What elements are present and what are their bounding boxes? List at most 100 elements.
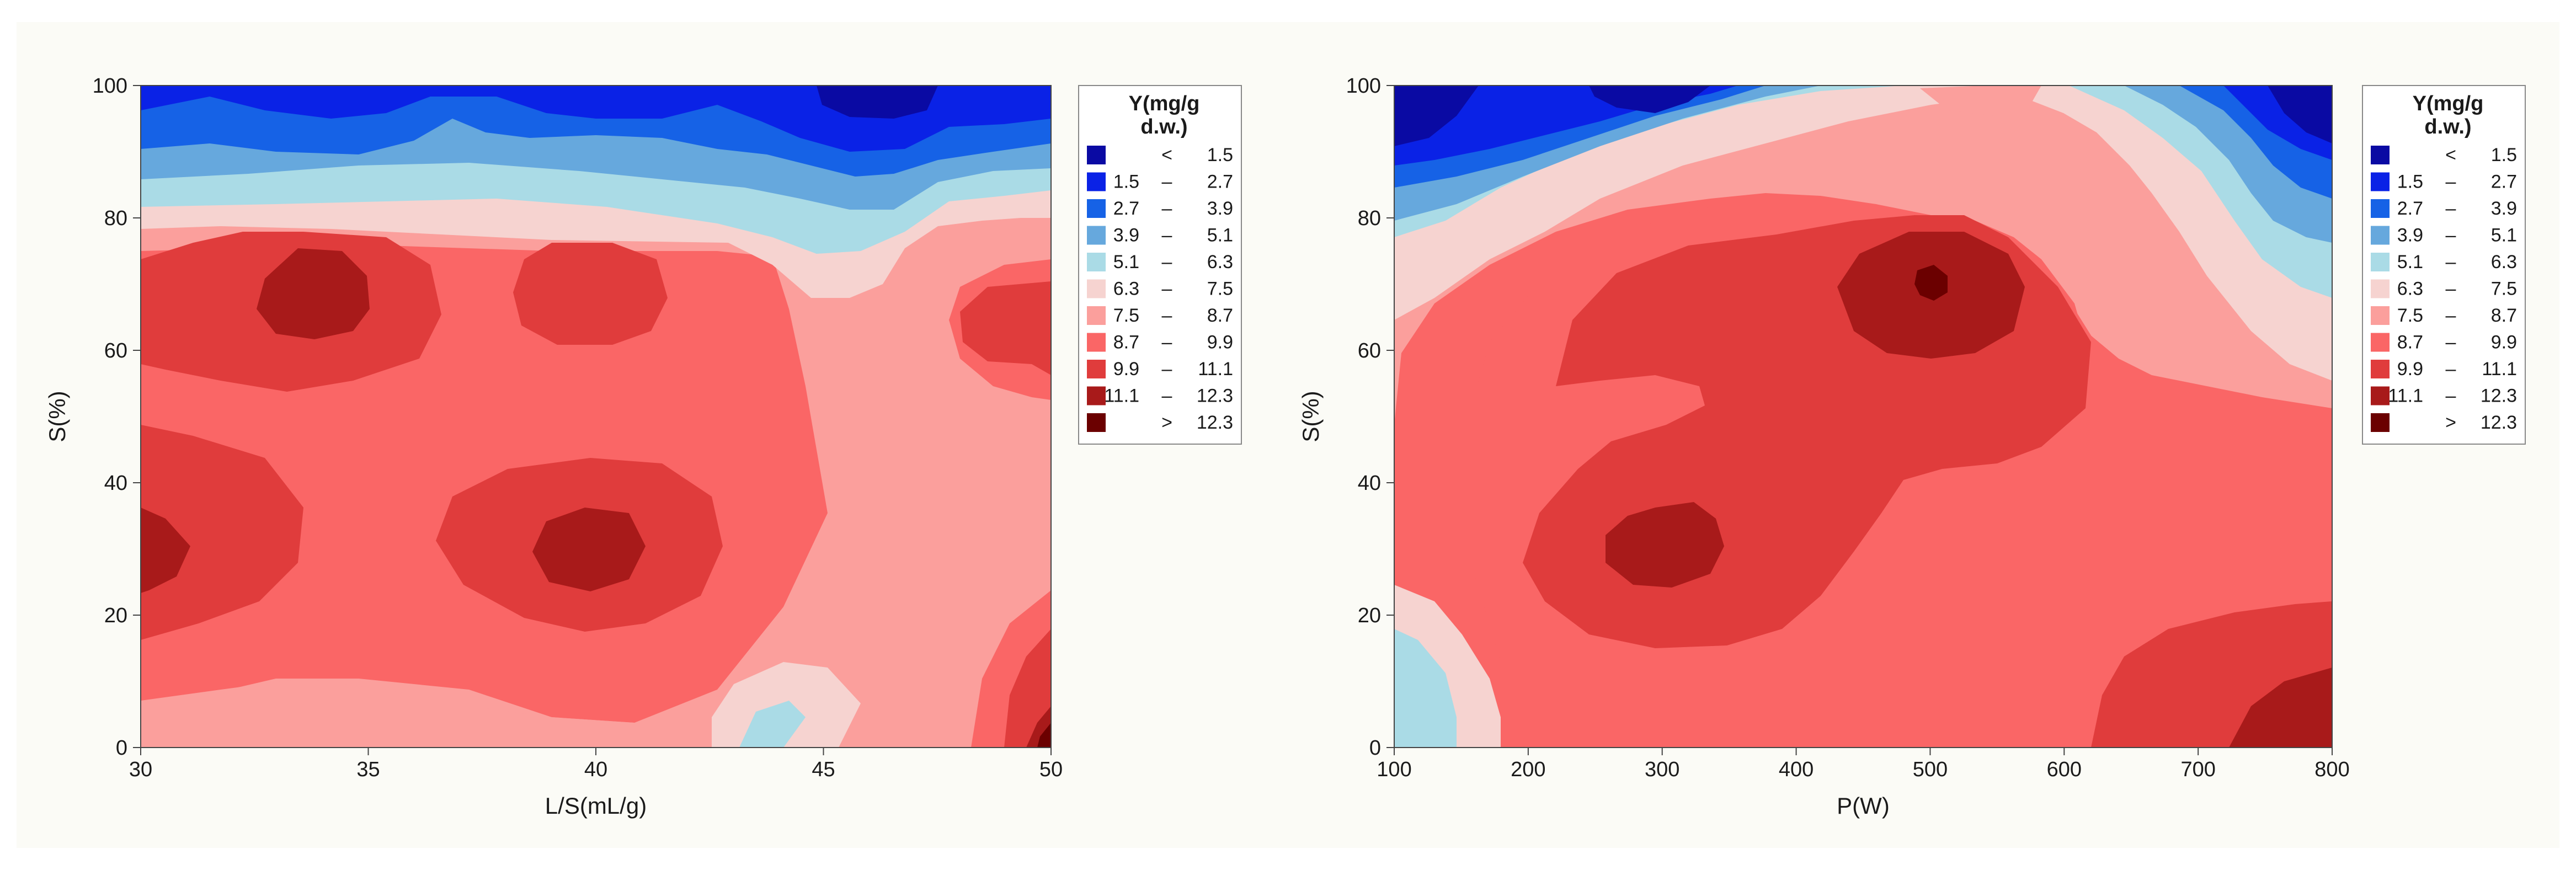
right-y-tick-label: 60 [1358,339,1381,362]
left-fill-level-7 [141,679,761,748]
left-legend-high: 3.9 [1207,198,1233,219]
left-legend-high: 7.5 [1207,279,1233,300]
left-legend-low: 9.9 [1113,359,1139,380]
right-legend-swatch [2371,226,2390,245]
right-legend-swatch [2371,146,2390,164]
left-fill-level-9 [960,281,1051,375]
right-x-tick-label: 500 [1913,758,1948,781]
left-x-tick-label: 40 [584,758,607,781]
right-legend-swatch [2371,253,2390,271]
left-legend-swatch [1087,306,1106,325]
right-y-tick-label: 100 [1346,74,1381,98]
right-fill-level-1 [1589,86,1710,113]
left-fill-level-10 [257,248,370,339]
left-y-tick-label: 20 [104,604,127,627]
left-y-tick-label: 40 [104,472,127,495]
right-legend-swatch [2371,199,2390,218]
right-fill-level-4 [1394,629,1457,748]
left-legend-swatch [1087,413,1106,432]
right-x-tick-label: 300 [1645,758,1679,781]
right-plot: 100 200 300 400 500 600 700 800 0 20 40 60 80 100 P(W… [1298,74,2350,819]
right-legend-low: 7.5 [2397,305,2423,326]
left-legend-high: 2.7 [1207,172,1233,193]
right-legend-swatch [2371,306,2390,325]
right-legend-low: 3.9 [2397,225,2423,246]
left-fill-level-10 [141,508,190,593]
left-legend-symbol: > [1161,412,1172,433]
right-fill-level-1 [2268,86,2332,143]
left-legend-low: 7.5 [1113,305,1139,326]
right-x-tick-label: 700 [2180,758,2215,781]
right-legend-high: 12.3 [2481,412,2517,433]
left-legend-low: 11.1 [1104,386,1139,407]
right-plot-frame [1394,85,2333,748]
left-plot-area [141,86,1051,748]
left-x-tick-label: 30 [129,758,152,781]
left-legend-swatch [1087,253,1106,271]
left-legend-entries: <1.5 1.5 – 2.7 2.7 – 3.9 3.9 – 5.1 5.1 – 6.3 6.3 – 7.5 7… [1087,145,1233,433]
right-legend-entries: <1.5 1.5 – 2.7 2.7 – 3.9 3.9 – 5.1 5.1 – 6.3 6.3 – 7.5 7… [2371,145,2517,433]
right-legend-low: 5.1 [2397,252,2423,273]
left-legend-swatch [1087,279,1106,298]
right-legend-swatch [2371,333,2390,352]
right-legend-swatch [2371,413,2390,432]
left-legend-dash: – [1162,172,1172,193]
left-y-tick-label: 60 [104,339,127,362]
right-fill-level-9 [2229,668,2332,748]
left-legend-swatch [1087,386,1106,405]
right-legend-title-line1: Y(mg/g [2413,92,2484,115]
left-legend-dash: – [1162,279,1172,300]
right-legend-dash: – [2446,252,2456,273]
right-legend-dash: – [2446,359,2456,380]
left-legend-low: 3.9 [1113,225,1139,246]
right-legend-high: 12.3 [2481,386,2517,407]
left-fill-level-5 [739,701,806,748]
left-legend: Y(mg/g d.w.) <1.5 1.5 – 2.7 2.7 – 3.9 3.9 – 5.1 5.… [1078,85,1242,445]
right-legend-symbol: > [2445,412,2456,433]
right-legend-dash: – [2446,198,2456,219]
right-fill-level-9 [1606,502,1724,588]
left-y-tick-label: 80 [104,207,127,230]
left-legend-high: 11.1 [1198,359,1233,380]
right-legend-high: 8.7 [2491,305,2517,326]
right-fill-level-6 [1394,86,2332,381]
left-fill-level-9 [513,243,668,345]
right-fill-level-6 [1920,86,2041,116]
right-legend-high: 5.1 [2491,225,2517,246]
left-x-axis-label: L/S(mL/g) [545,793,647,819]
left-plot: 30 35 40 45 50 0 20 40 60 80 100 L/S(mL/g) S(%) [44,74,1063,819]
left-legend-low: 2.7 [1113,198,1139,219]
left-y-axis-label: S(%) [44,391,70,442]
right-y-tick-label: 40 [1358,472,1381,495]
left-legend-low: 8.7 [1113,332,1139,353]
left-legend-symbol: < [1161,145,1172,166]
left-fill-level-11 [1037,723,1051,748]
left-legend-swatch [1087,226,1106,245]
left-axes: 30 35 40 45 50 0 20 40 60 80 100 [93,74,1063,781]
right-legend-dash: – [2446,172,2456,193]
left-legend-dash: – [1162,198,1172,219]
right-fill-level-6 [1394,86,2332,748]
left-legend-high: 12.3 [1197,412,1233,433]
left-fill-level-10 [532,508,646,591]
left-legend-box [1078,85,1242,445]
left-legend-low: 1.5 [1113,172,1139,193]
right-legend-low: 11.1 [2388,386,2423,407]
right-x-tick-label: 100 [1377,758,1411,781]
left-legend-dash: – [1162,252,1172,273]
left-legend-swatch [1087,333,1106,352]
left-x-tick-label: 35 [356,758,380,781]
left-legend-dash: – [1162,332,1172,353]
right-legend-dash: – [2446,225,2456,246]
left-legend-high: 6.3 [1207,252,1233,273]
left-legend-swatch [1087,360,1106,378]
right-legend-swatch [2371,386,2390,405]
right-legend-high: 9.9 [2491,332,2517,353]
right-fill-level-10 [1914,265,1948,301]
right-x-tick-label: 600 [2047,758,2082,781]
right-legend-box [2362,85,2526,445]
right-y-tick-label: 80 [1358,207,1381,230]
right-legend-high: 1.5 [2491,145,2517,166]
right-legend-dash: – [2446,279,2456,300]
